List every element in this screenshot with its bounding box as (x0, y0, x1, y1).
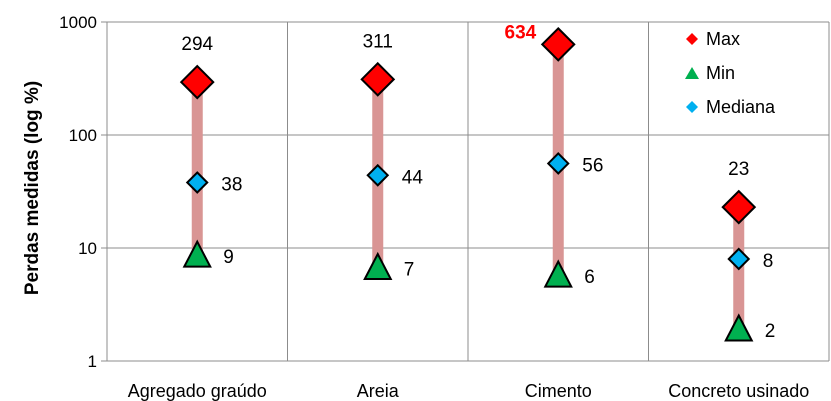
legend-median-marker (686, 101, 698, 113)
x-tick-label: Cimento (525, 381, 592, 401)
legend: Max Min Mediana (685, 29, 776, 117)
y-axis-label: Perdas medidas (log %) (22, 81, 43, 295)
y-tick-label: 10 (78, 239, 97, 258)
min-data-label: 2 (765, 321, 776, 342)
max-data-label: 23 (728, 159, 749, 180)
x-axis: Agregado graúdo Areia Cimento Concreto usin… (128, 381, 810, 401)
y-axis: 1 10 100 1000 (59, 13, 107, 371)
median-marker (727, 247, 751, 271)
max-data-label: 294 (181, 34, 213, 55)
max-marker (360, 61, 396, 97)
x-tick-label: Areia (357, 381, 400, 401)
legend-min-marker (685, 67, 699, 79)
median-marker (546, 152, 570, 175)
markers (179, 26, 757, 342)
median-marker (185, 171, 209, 194)
median-marker (366, 163, 390, 187)
y-tick-label: 1000 (59, 13, 97, 32)
max-marker (179, 64, 215, 100)
max-data-label: 311 (363, 31, 393, 52)
legend-label: Min (706, 63, 735, 83)
min-marker (182, 239, 212, 268)
y-tick-label: 100 (69, 126, 97, 145)
max-data-label: 634 (505, 22, 537, 43)
x-tick-label: Agregado graúdo (128, 381, 267, 401)
min-data-label: 6 (584, 267, 595, 288)
x-tick-label: Concreto usinado (668, 381, 809, 401)
legend-label: Mediana (706, 97, 776, 117)
median-data-label: 56 (582, 155, 603, 176)
median-data-label: 38 (221, 174, 242, 195)
min-marker (363, 251, 393, 281)
data-labels: 294 38 9 311 44 7 634 56 6 23 8 2 (181, 22, 775, 342)
min-marker (543, 259, 573, 288)
legend-max-marker (686, 33, 698, 45)
min-data-label: 7 (404, 260, 415, 281)
median-data-label: 8 (763, 251, 774, 272)
y-tick-label: 1 (88, 352, 97, 371)
min-marker (724, 313, 754, 342)
legend-label: Max (706, 29, 740, 49)
range-bar (191, 82, 203, 254)
max-marker (721, 189, 757, 225)
min-data-label: 9 (223, 247, 234, 268)
median-data-label: 44 (402, 167, 424, 188)
grid (106, 21, 830, 362)
max-marker (540, 26, 576, 62)
